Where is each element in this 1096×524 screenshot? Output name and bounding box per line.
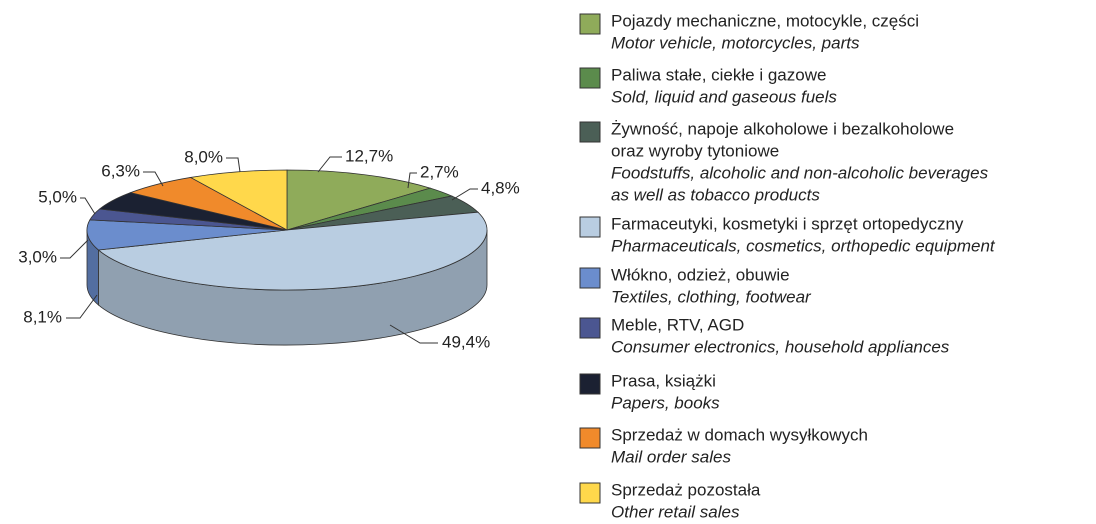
data-label: 5,0%	[38, 187, 77, 206]
legend-swatch	[579, 216, 601, 238]
legend-swatch	[579, 482, 601, 504]
legend-label: Prasa, książki	[611, 371, 716, 390]
legend-swatch	[579, 13, 601, 35]
legend-swatch	[579, 427, 601, 449]
legend-label-en: as well as tobacco products	[611, 185, 820, 204]
leader-line	[226, 157, 241, 173]
data-label: 3,0%	[18, 247, 57, 266]
leader-line	[317, 156, 342, 173]
legend-label-en: Mail order sales	[611, 447, 731, 466]
legend-swatch	[579, 121, 601, 143]
legend-swatch	[579, 317, 601, 339]
data-label: 6,3%	[101, 161, 140, 180]
leader-line	[407, 172, 417, 189]
legend-label: Farmaceutyki, kosmetyki i sprzęt ortoped…	[611, 214, 964, 233]
legend-label-en: Foodstuffs, alcoholic and non-alcoholic …	[611, 163, 989, 182]
data-label: 8,0%	[184, 147, 223, 166]
leader-line	[66, 294, 98, 319]
legend-label-en: Textiles, clothing, footwear	[611, 287, 812, 306]
pie-slice	[286, 169, 432, 231]
data-label: 8,1%	[23, 307, 62, 326]
legend-swatch	[579, 67, 601, 89]
pie-slice	[189, 169, 288, 231]
data-label: 12,7%	[345, 146, 393, 165]
legend-label: Włókno, odzież, obuwie	[611, 265, 790, 284]
pie-slice	[86, 219, 288, 251]
legend-swatch	[579, 267, 601, 289]
legend-label: Sprzedaż pozostała	[611, 480, 761, 499]
legend-swatch	[579, 373, 601, 395]
legend-label-en: Pharmaceuticals, cosmetics, orthopedic e…	[611, 236, 996, 255]
leader-line	[143, 171, 164, 187]
pie-slice	[97, 211, 488, 291]
leader-line	[60, 239, 89, 259]
legend-label: oraz wyroby tytoniowe	[611, 141, 779, 160]
legend-label: Sprzedaż w domach wysyłkowych	[611, 425, 868, 444]
data-label: 2,7%	[420, 162, 459, 181]
leader-line	[451, 188, 478, 201]
legend-label: Żywność, napoje alkoholowe i bezalkoholo…	[611, 119, 954, 138]
legend-label-en: Consumer electronics, household applianc…	[611, 337, 950, 356]
legend-label: Pojazdy mechaniczne, motocykle, części	[611, 11, 919, 30]
leader-line	[80, 197, 96, 215]
legend-label-en: Other retail sales	[611, 502, 740, 521]
legend-label-en: Papers, books	[611, 393, 720, 412]
legend-label: Paliwa stałe, ciekłe i gazowe	[611, 65, 826, 84]
data-label: 49,4%	[442, 332, 490, 351]
legend-label-en: Motor vehicle, motorcycles, parts	[611, 33, 860, 52]
legend-label: Meble, RTV, AGD	[611, 315, 744, 334]
legend-label-en: Sold, liquid and gaseous fuels	[611, 87, 837, 106]
leader-line	[389, 324, 438, 344]
data-label: 4,8%	[481, 178, 520, 197]
